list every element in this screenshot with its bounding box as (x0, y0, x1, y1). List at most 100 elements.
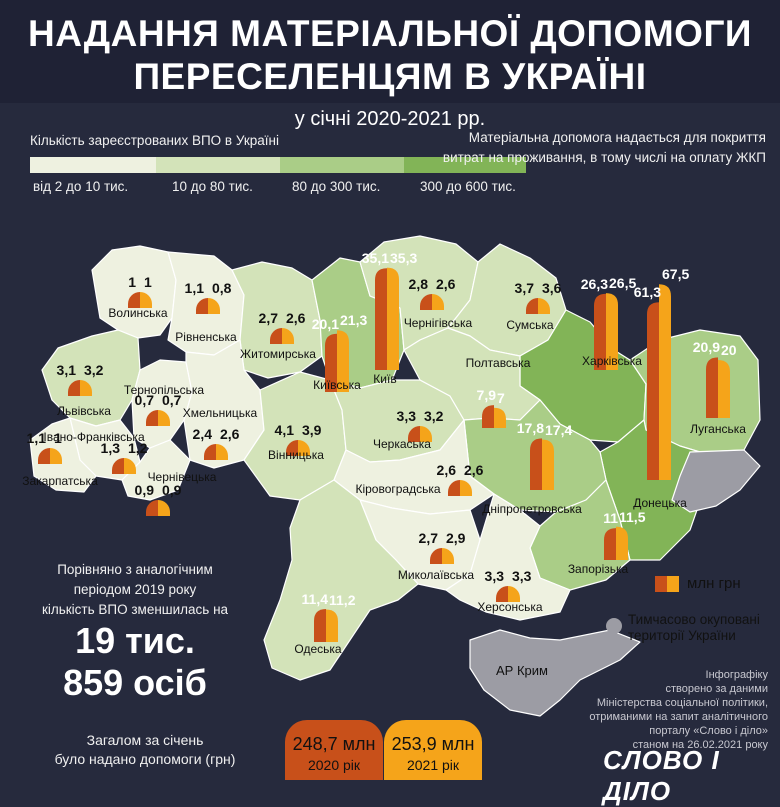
value-кіровоградська-2020: 2,6 (436, 462, 456, 478)
region-label-херсонська: Херсонська (477, 600, 543, 614)
pie-херсонська-2021 (508, 586, 520, 602)
unit-label: млн грн (687, 575, 741, 592)
value-київ-2020: 35,1 (361, 250, 389, 267)
legend-swatch-4 (404, 157, 526, 173)
value-чернівецька-2020: 0,9 (134, 482, 154, 498)
bar-київ-2020 (375, 268, 387, 370)
info-note: Матеріальна допомога надається для покри… (442, 130, 766, 165)
source-note: Інфографіку створено за даними Міністерс… (568, 668, 768, 752)
swatch-2021 (667, 575, 679, 592)
bar-київська-2021 (337, 330, 349, 392)
compare-line-2: періодом 2019 року (73, 582, 197, 597)
source-line-3: Міністерства соціальної політики, (596, 697, 768, 709)
bar-запорізька-2021 (616, 526, 628, 560)
value-миколаївська-2020: 2,7 (418, 530, 438, 546)
region-label-житомирська: Житомирська (240, 347, 316, 361)
pie-івано-франківська-2021 (124, 458, 136, 474)
value-закарпатська-2020: 1,1 (26, 430, 46, 446)
region-label-кіровоградська: Кіровоградська (355, 482, 441, 496)
bar-одеська-2021 (326, 609, 338, 642)
value-житомирська-2020: 2,7 (258, 310, 278, 326)
total-2020-year: 2020 рік (307, 757, 361, 773)
region-label-волинська: Волинська (108, 306, 168, 320)
source-line-6: станом на 26.02.2021 року (632, 739, 768, 751)
region-label-львівська: Львівська (57, 404, 111, 418)
total-note-line-1: Загалом за січень (86, 732, 204, 748)
region-label-запорізька: Запорізька (567, 562, 629, 576)
value-хмельницька-2020: 2,4 (192, 426, 212, 442)
pie-закарпатська-2020 (38, 448, 50, 464)
region-label-харківська: Харківська (582, 354, 642, 368)
title-line-2: ПЕРЕСЕЛЕНЦЯМ В УКРАЇНІ (133, 56, 647, 97)
region-label-одеська: Одеська (294, 642, 342, 656)
value-сумська-2020: 3,7 (514, 280, 534, 296)
ukraine-map (29, 235, 761, 717)
total-2020: 248,7 млн 2020 рік (285, 720, 383, 780)
value-дніпропетровська-2020: 17,8 (516, 420, 544, 437)
bar-полтавська-2021 (494, 407, 506, 428)
swatch-2020 (655, 575, 667, 592)
legend-swatch-1 (30, 157, 156, 173)
bar-полтавська-2020 (482, 405, 494, 428)
legend-title: Кількість зареєстрованих ВПО в Україні (30, 133, 279, 148)
value-закарпатська-2021: 1 (54, 430, 62, 446)
total-2020-amount: 248,7 млн (292, 734, 376, 754)
pie-хмельницька-2020 (204, 444, 216, 460)
bar-одеська-2020 (314, 608, 326, 642)
pie-чернівецька-2020 (146, 500, 158, 516)
legend-label-2: 10 до 80 тис. (172, 179, 253, 194)
source-line-1: Інфографіку (705, 669, 768, 681)
value-волинська-2020: 1 (128, 274, 136, 290)
region-label-миколаївська: Миколаївська (397, 568, 475, 582)
value-чернівецька-2021: 0,9 (162, 482, 182, 498)
legend-swatch-2 (156, 157, 280, 173)
pie-сумська-2021 (538, 298, 550, 314)
value-івано-франківська-2020: 1,3 (100, 440, 120, 456)
value-харківська-2021: 26,5 (609, 275, 637, 292)
value-одеська-2020: 11,4 (301, 590, 328, 607)
value-черкаська-2020: 3,3 (396, 408, 416, 424)
bar-луганська-2020 (706, 357, 718, 418)
pie-кіровоградська-2020 (448, 480, 460, 496)
decrease-big-1: 19 тис. (75, 620, 195, 661)
value-тернопільська-2021: 0,7 (162, 392, 182, 408)
pie-черкаська-2021 (420, 426, 432, 442)
value-луганська-2021: 20 (721, 342, 737, 358)
region-label-луганська: Луганська (690, 422, 746, 436)
value-рівненська-2020: 1,1 (184, 280, 204, 296)
value-донецька-2020: 61,3 (633, 284, 661, 301)
pie-хмельницька-2021 (216, 444, 228, 460)
region-label-вінницька: Вінницька (268, 448, 324, 462)
value-волинська-2021: 1 (144, 274, 152, 290)
region-label-хмельницька: Хмельницька (182, 406, 258, 420)
pie-рівненська-2020 (196, 298, 208, 314)
title-band (0, 0, 780, 103)
pie-рівненська-2021 (208, 298, 220, 314)
pie-вінницька-2020 (286, 440, 298, 456)
region-label-чернівецька: Чернівецька (147, 470, 217, 484)
total-note: Загалом за січень було надано допомоги (… (20, 731, 270, 769)
pie-волинська-2020 (128, 292, 140, 308)
occupied-donbas (671, 449, 761, 513)
legend-label-1: від 2 до 10 тис. (33, 179, 129, 194)
value-миколаївська-2021: 2,9 (446, 530, 466, 546)
value-донецька-2021: 67,5 (662, 266, 690, 283)
region-label-київ: Київ (373, 372, 397, 386)
value-івано-франківська-2021: 1,2 (128, 440, 148, 456)
pie-вінницька-2021 (298, 440, 310, 456)
region-label-чернігівська: Чернігівська (403, 316, 473, 330)
value-рівненська-2021: 0,8 (212, 280, 232, 296)
value-запорізька-2021: 11,5 (619, 508, 646, 525)
region-volynska (91, 245, 177, 339)
region-label-дніпропетровська: Дніпропетровська (482, 502, 582, 516)
legend-label-3: 80 до 300 тис. (292, 179, 381, 194)
bar-луганська-2021 (718, 360, 730, 418)
pie-житомирська-2020 (270, 328, 282, 344)
value-херсонська-2021: 3,3 (512, 568, 532, 584)
pie-житомирська-2021 (282, 328, 294, 344)
region-label-івано-франківська: Івано-Франківська (43, 430, 145, 444)
region-label-рівненська: Рівненська (175, 330, 237, 344)
pie-миколаївська-2020 (430, 548, 442, 564)
region-label-сумська: Сумська (506, 318, 554, 332)
comparison-text: Порівняно з аналогічним періодом 2019 ро… (0, 560, 270, 620)
